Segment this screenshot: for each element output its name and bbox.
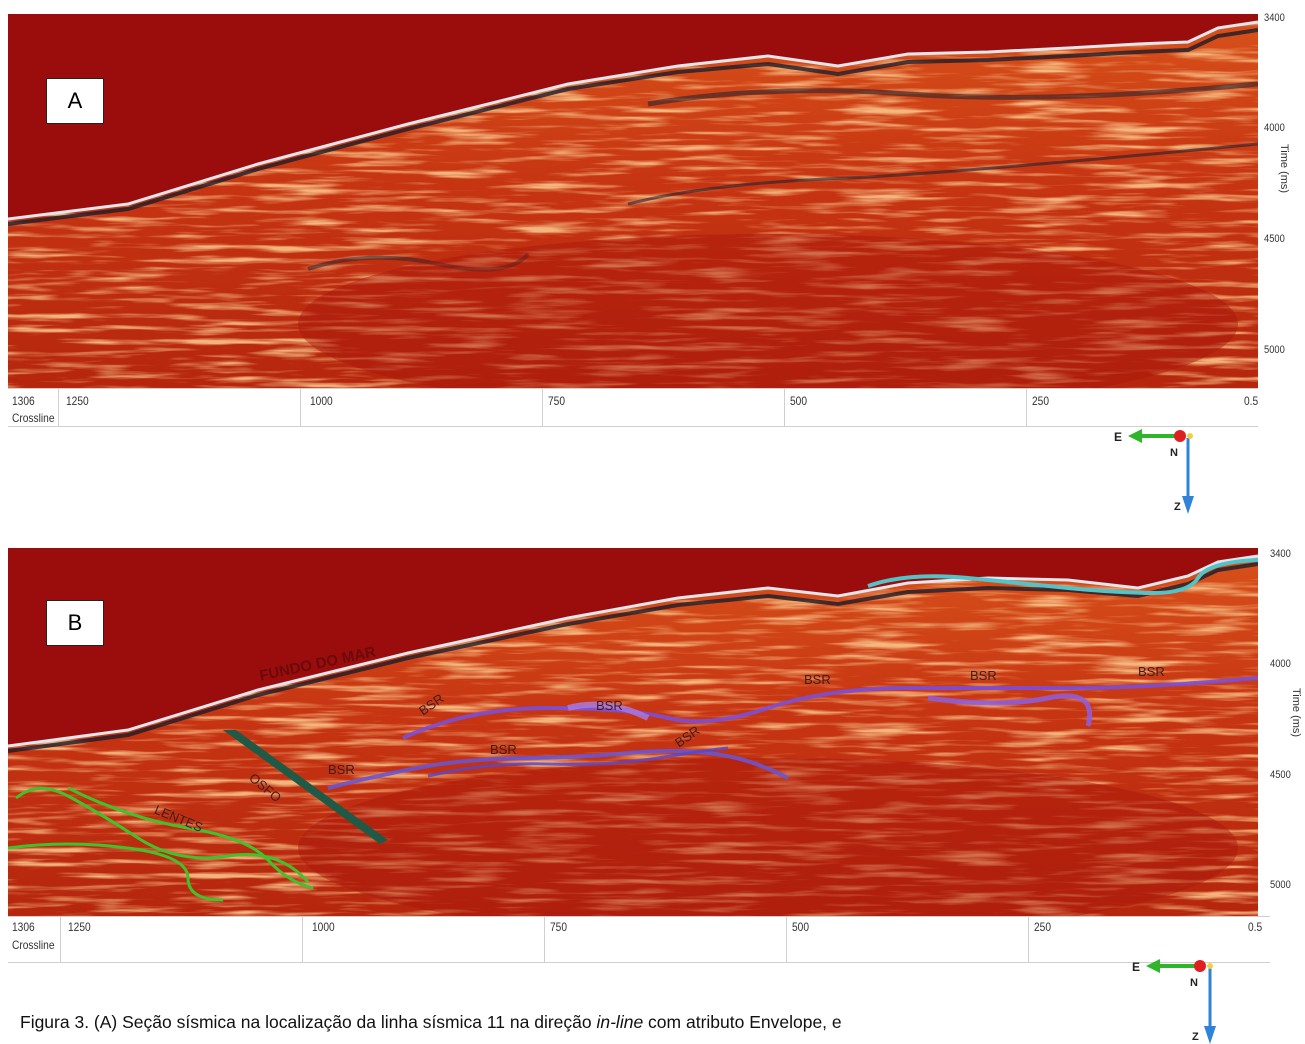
annotation-bsr: BSR xyxy=(596,698,623,713)
x-axis-line xyxy=(8,388,1258,389)
x-tick xyxy=(1026,388,1027,426)
y-tick-label: 5000 xyxy=(1270,879,1291,891)
x-tick-label: 1250 xyxy=(66,394,89,408)
y-tick-label: 4500 xyxy=(1264,233,1285,245)
x-axis-line xyxy=(8,916,1270,917)
annotation-bsr: BSR xyxy=(490,742,517,757)
y-tick-label: 3400 xyxy=(1264,12,1285,24)
panel-b: B FUNDO DO MAR BSR BSR BSR BSR BSR BSR B… xyxy=(8,548,1302,968)
caption-prefix: Figura 3. (A) Seção sísmica na localizaç… xyxy=(20,1012,597,1032)
x-axis-bottom xyxy=(8,962,1270,963)
compass-down-label: Z xyxy=(1174,501,1181,513)
x-tick-label: 500 xyxy=(792,920,810,934)
x-axis-title: Crossline xyxy=(12,938,55,952)
x-tick-label: 1250 xyxy=(68,920,91,934)
orientation-compass-a: E N Z xyxy=(1114,429,1194,514)
x-tick-label: 500 xyxy=(790,394,808,408)
annotation-bsr: BSR xyxy=(328,762,355,777)
x-tick-label: 750 xyxy=(550,920,568,934)
x-axis-divider xyxy=(60,916,61,962)
x-tick-label: 250 xyxy=(1034,920,1052,934)
x-axis-title: Crossline xyxy=(12,411,55,425)
x-axis-divider xyxy=(58,388,59,426)
y-tick-label: 4000 xyxy=(1270,658,1291,670)
annotation-bsr: BSR xyxy=(970,668,997,683)
y-tick-label: 5000 xyxy=(1264,344,1285,356)
y-tick-label: 4500 xyxy=(1270,769,1291,781)
annotation-bsr: BSR xyxy=(804,672,831,687)
y-axis-title: Time (ms) xyxy=(1278,144,1290,194)
figure-caption: Figura 3. (A) Seção sísmica na localizaç… xyxy=(20,1012,842,1033)
x-tick xyxy=(544,916,545,962)
x-tick xyxy=(542,388,543,426)
annotation-bsr: BSR xyxy=(1138,664,1165,679)
compass-east-label: E xyxy=(1132,960,1140,974)
caption-italic: in-line xyxy=(596,1012,644,1032)
panel-letter-a: A xyxy=(46,78,104,124)
x-axis-bottom xyxy=(8,426,1258,427)
seismic-section-b xyxy=(8,548,1258,916)
x-first-label: 1306 xyxy=(12,394,35,408)
x-tick-label: 0.5 xyxy=(1244,394,1259,408)
x-tick-label: 750 xyxy=(548,394,566,408)
x-tick-label: 0.5 xyxy=(1248,920,1263,934)
x-tick xyxy=(784,388,785,426)
x-tick-label: 1000 xyxy=(310,394,333,408)
x-first-label: 1306 xyxy=(12,920,35,934)
caption-suffix: com atributo Envelope, e xyxy=(643,1012,842,1032)
x-tick-label: 250 xyxy=(1032,394,1050,408)
compass-east-label: E xyxy=(1114,430,1122,444)
orientation-compass-b: E N Z xyxy=(1132,959,1216,1044)
panel-a: A 3400 4000 4500 5000 Time (ms) 1306 Cro… xyxy=(8,12,1290,434)
compass-north-label: N xyxy=(1170,447,1178,459)
x-tick xyxy=(1028,916,1029,962)
compass-north-label: N xyxy=(1190,977,1198,989)
y-axis-title: Time (ms) xyxy=(1290,688,1302,738)
seismic-section-a xyxy=(8,14,1258,388)
compass-down-label: Z xyxy=(1192,1031,1199,1043)
y-tick-label: 3400 xyxy=(1270,548,1291,560)
x-tick xyxy=(302,916,303,962)
x-tick-label: 1000 xyxy=(312,920,335,934)
panel-letter-b: B xyxy=(46,600,104,646)
x-tick xyxy=(300,388,301,426)
y-tick-label: 4000 xyxy=(1264,122,1285,134)
x-tick xyxy=(786,916,787,962)
